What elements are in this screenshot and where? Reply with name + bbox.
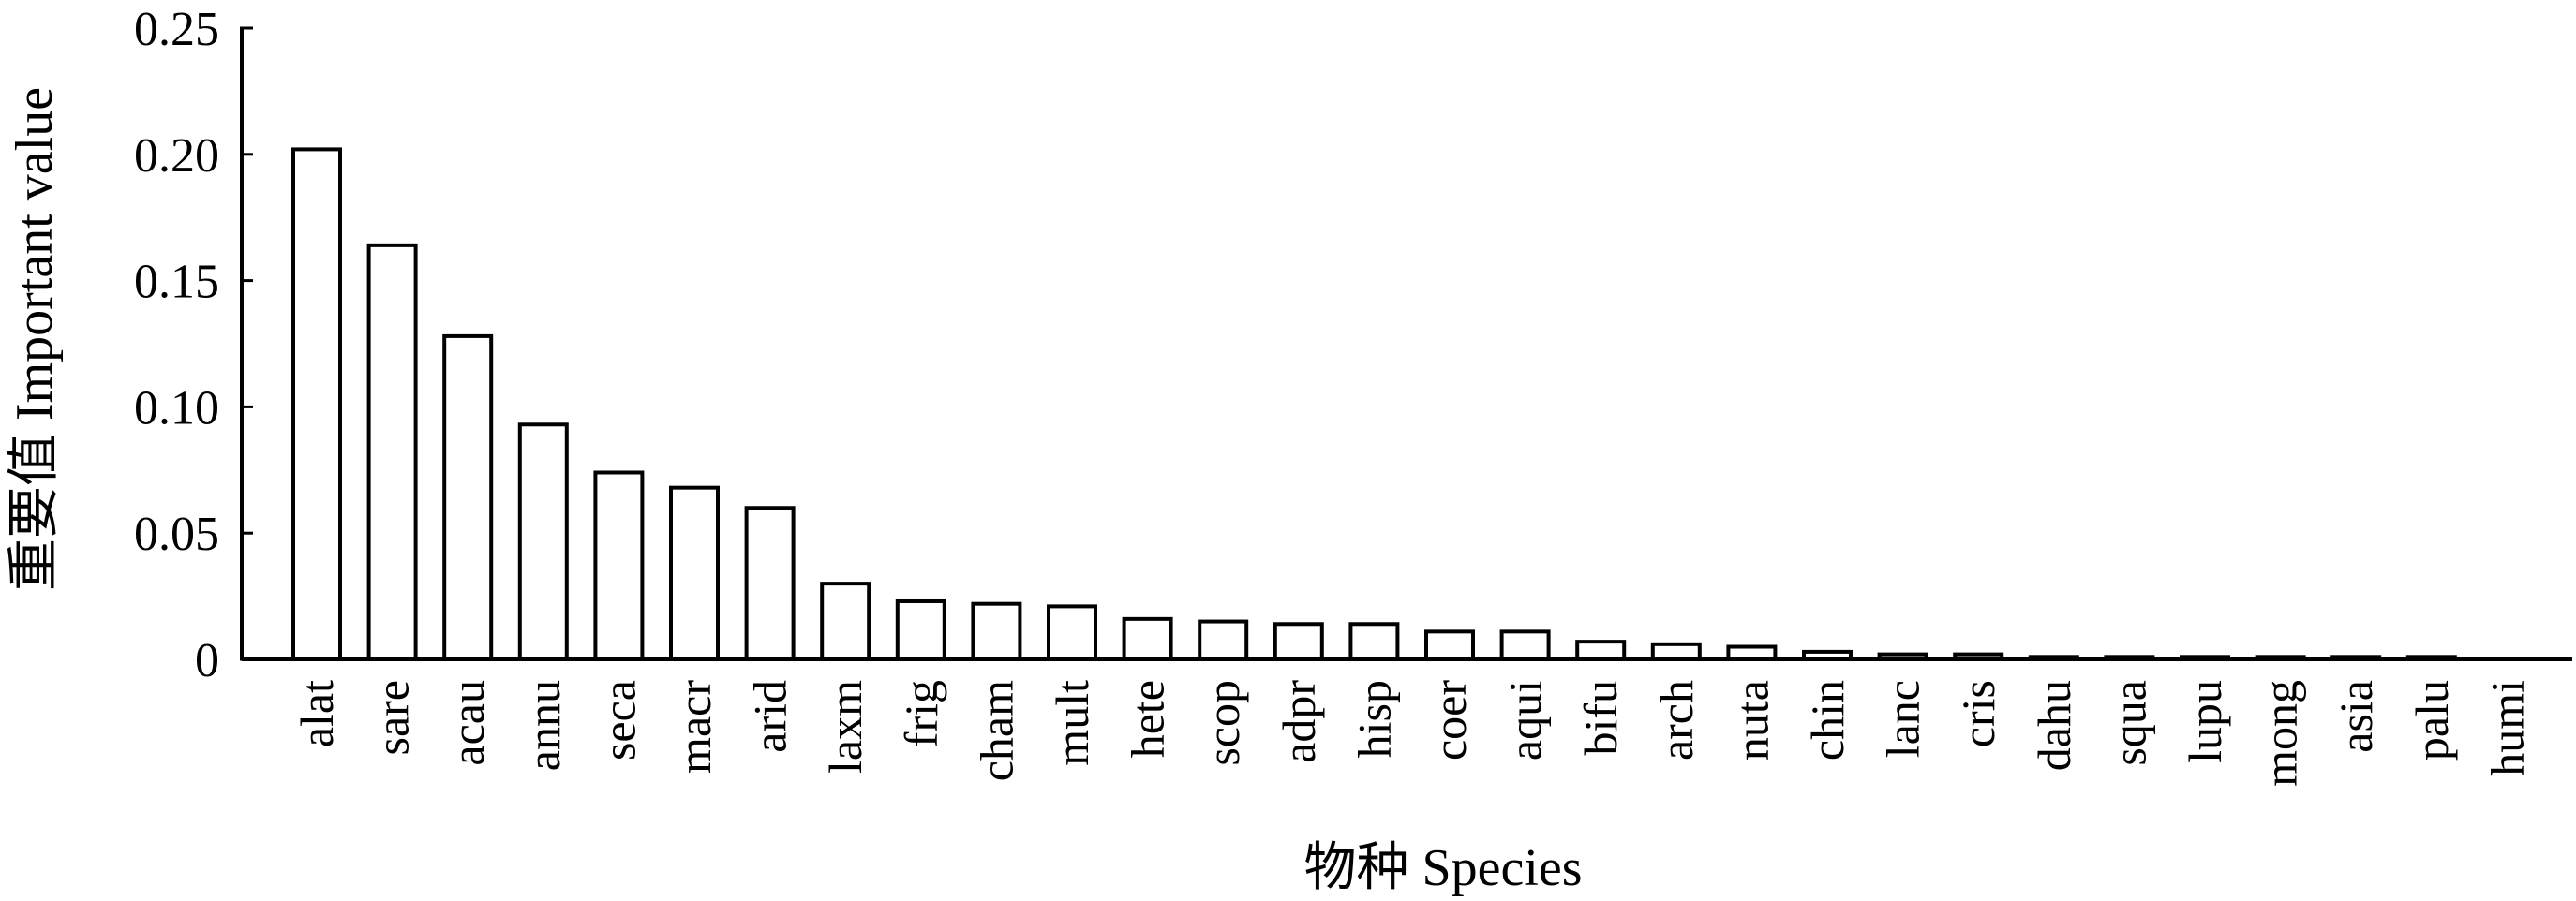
x-tick-label: bifu xyxy=(1574,680,1627,756)
x-tick-label: hisp xyxy=(1348,680,1400,758)
x-tick-label: mult xyxy=(1046,680,1098,766)
x-tick-label: acau xyxy=(441,680,494,766)
bar-frig xyxy=(895,598,946,662)
y-tick-label: 0 xyxy=(195,634,219,687)
x-tick-label: chin xyxy=(1801,680,1854,761)
x-tick-label: hete xyxy=(1122,680,1174,758)
x-tick-label: scop xyxy=(1197,680,1249,766)
bar-seca xyxy=(593,470,645,661)
x-tick-label: laxm xyxy=(819,680,871,774)
x-tick-label: lanc xyxy=(1877,680,1929,758)
y-tick-label: 0.20 xyxy=(134,129,219,183)
x-tick-label: coer xyxy=(1423,680,1476,761)
x-axis: alat sare acau annu seca macr arid laxm frig cham… xyxy=(242,657,2572,787)
x-tick-label: annu xyxy=(517,680,570,771)
bar-macr xyxy=(669,485,720,661)
bars xyxy=(291,147,2457,662)
x-tick-label: alat xyxy=(290,680,343,747)
x-tick-label: sare xyxy=(366,680,419,756)
x-tick-label: palu xyxy=(2405,680,2458,761)
bar-bifu xyxy=(1575,640,1627,661)
y-tick-label: 0.05 xyxy=(134,508,219,561)
x-tick-label: lupu xyxy=(2179,680,2231,763)
x-tick-label: humi xyxy=(2480,680,2533,776)
bar-hisp xyxy=(1348,622,1400,661)
x-tick-label: cham xyxy=(970,680,1022,781)
bar-adpr xyxy=(1273,622,1324,661)
x-tick-label: macr xyxy=(668,680,721,774)
y-axis-title: 重要值 Important value xyxy=(6,87,64,591)
y-tick-label: 0.15 xyxy=(134,256,219,309)
x-tick-label: seca xyxy=(592,680,645,761)
y-tick-label: 0.10 xyxy=(134,381,219,435)
x-axis-title: 物种 Species xyxy=(1303,839,1582,897)
x-tick-label: mong xyxy=(2255,680,2307,787)
x-tick-label: arid xyxy=(744,680,797,753)
x-tick-label: aqui xyxy=(1499,680,1552,761)
bar-annu xyxy=(517,422,569,661)
x-tick-label: frig xyxy=(895,680,947,747)
x-tick-label: squa xyxy=(2103,680,2155,766)
bar-coer xyxy=(1424,629,1475,661)
bar-arid xyxy=(744,506,796,661)
bar-mult xyxy=(1047,604,1097,661)
bar-aqui xyxy=(1499,629,1551,661)
y-axis: 0 0.05 0.10 0.15 0.20 0.25 xyxy=(134,3,253,687)
bar-scop xyxy=(1198,619,1249,661)
x-tick-label: dahu xyxy=(2028,680,2080,771)
bar-sare xyxy=(366,243,418,661)
x-tick-label: arch xyxy=(1650,680,1703,761)
x-tick-label: nuta xyxy=(1725,680,1778,761)
x-tick-label: adpr xyxy=(1273,680,1325,763)
bar-arch xyxy=(1650,642,1702,661)
bar-hete xyxy=(1122,616,1173,662)
bar-alat xyxy=(291,147,342,661)
x-tick-label: asia xyxy=(2330,680,2382,753)
y-tick-label: 0.25 xyxy=(134,3,219,56)
bar-cham xyxy=(971,601,1022,661)
bar-laxm xyxy=(820,582,871,661)
bar-acau xyxy=(442,333,494,661)
bar-nuta xyxy=(1726,644,1778,662)
x-tick-label: cris xyxy=(1952,680,2004,747)
